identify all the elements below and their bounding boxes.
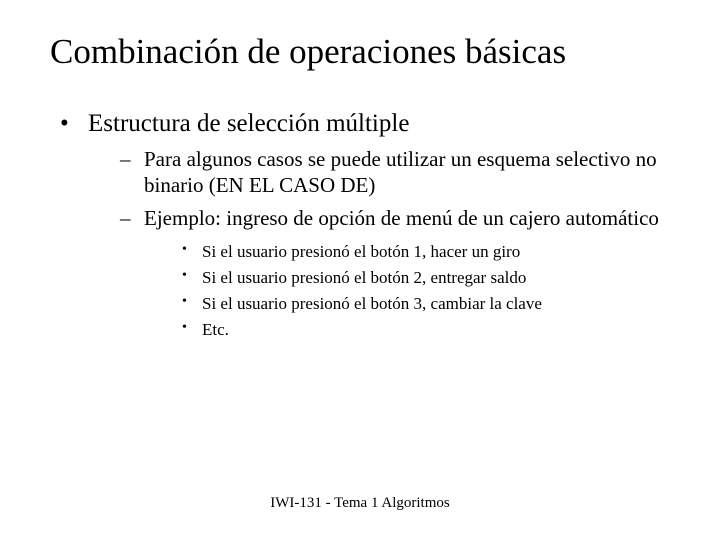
list-item: Etc. bbox=[182, 319, 690, 341]
list-item: Si el usuario presionó el botón 3, cambi… bbox=[182, 293, 690, 315]
slide-footer: IWI-131 - Tema 1 Algoritmos bbox=[0, 495, 720, 512]
list-item: Para algunos casos se puede utilizar un … bbox=[120, 146, 690, 199]
slide-title: Combinación de operaciones básicas bbox=[50, 32, 690, 72]
bullet-list-level2: Para algunos casos se puede utilizar un … bbox=[120, 146, 690, 341]
bullet-list-level3: Si el usuario presionó el botón 1, hacer… bbox=[182, 241, 690, 341]
bullet-text: Etc. bbox=[202, 320, 229, 339]
bullet-list-level1: Estructura de selección múltiple Para al… bbox=[60, 110, 690, 341]
list-item: Ejemplo: ingreso de opción de menú de un… bbox=[120, 205, 690, 342]
bullet-text: Si el usuario presionó el botón 3, cambi… bbox=[202, 294, 542, 313]
list-item: Si el usuario presionó el botón 1, hacer… bbox=[182, 241, 690, 263]
bullet-text: Estructura de selección múltiple bbox=[88, 110, 409, 137]
list-item: Si el usuario presionó el botón 2, entre… bbox=[182, 267, 690, 289]
bullet-text: Si el usuario presionó el botón 1, hacer… bbox=[202, 242, 520, 261]
bullet-text: Si el usuario presionó el botón 2, entre… bbox=[202, 268, 526, 287]
bullet-text: Para algunos casos se puede utilizar un … bbox=[144, 147, 657, 197]
list-item: Estructura de selección múltiple Para al… bbox=[60, 110, 690, 341]
bullet-text: Ejemplo: ingreso de opción de menú de un… bbox=[144, 206, 659, 230]
